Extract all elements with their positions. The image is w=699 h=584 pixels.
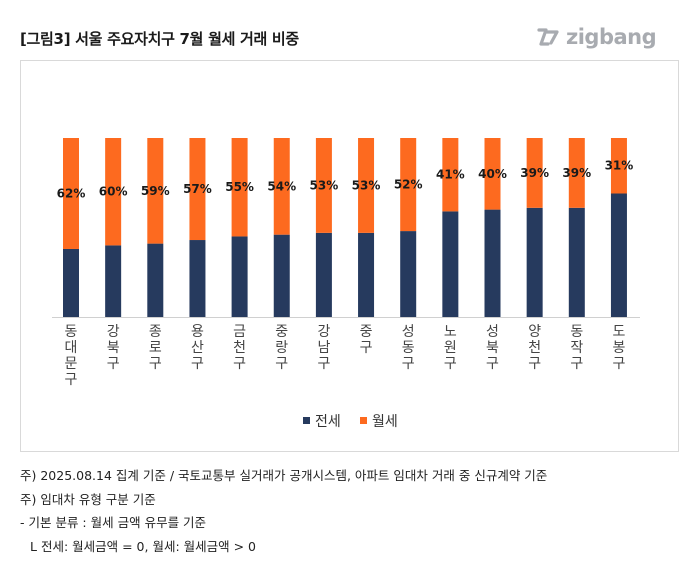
zigbang-logo: zigbang <box>533 25 657 49</box>
data-label: 60% <box>99 185 128 199</box>
bar-jeonse <box>442 211 459 317</box>
bar-jeonse <box>358 232 375 317</box>
data-label: 59% <box>141 184 170 198</box>
data-label: 62% <box>57 186 86 200</box>
bar-wolse <box>273 138 290 235</box>
zigbang-logo-icon <box>537 28 559 46</box>
data-label: 39% <box>562 166 591 180</box>
bar-jeonse <box>610 193 627 317</box>
footnote-line: 주) 임대차 유형 구분 기준 <box>20 491 156 507</box>
bar-wolse <box>63 138 79 249</box>
data-label: 39% <box>520 166 549 180</box>
data-label: 52% <box>394 178 423 192</box>
legend-swatch-jeonse <box>303 417 310 424</box>
bar-wolse <box>315 138 332 233</box>
logo-text: zigbang <box>566 25 657 49</box>
bar-wolse <box>189 138 206 241</box>
bar-wolse <box>442 138 459 212</box>
bar-jeonse <box>400 231 417 317</box>
footnote-line: - 기본 분류 : 월세 금액 유무를 기준 <box>20 515 207 530</box>
data-label: 55% <box>225 180 254 194</box>
bar-wolse <box>610 138 627 194</box>
footnote-line: L 전세: 월세금액 = 0, 월세: 월세금액 > 0 <box>30 538 257 554</box>
bar-wolse <box>568 138 585 208</box>
data-label: 31% <box>605 159 634 173</box>
bar-jeonse <box>273 234 290 317</box>
bar-jeonse <box>147 243 164 317</box>
bar-wolse <box>105 138 122 246</box>
data-label: 41% <box>436 168 465 182</box>
bar-wolse <box>358 138 375 233</box>
data-label: 53% <box>310 178 339 192</box>
data-label: 40% <box>478 167 507 181</box>
chart-frame <box>20 60 679 452</box>
bar-jeonse <box>526 207 543 317</box>
data-label: 53% <box>352 178 381 192</box>
bar-jeonse <box>189 240 206 317</box>
bar-jeonse <box>484 209 501 317</box>
legend-swatch-wolse <box>360 417 367 424</box>
bar-jeonse <box>105 245 122 317</box>
footnotes: 주) 2025.08.14 집계 기준 / 국토교통부 실거래가 공개시스템, … <box>20 464 547 558</box>
bar-jeonse <box>315 232 332 317</box>
footnote-line: 주) 2025.08.14 집계 기준 / 국토교통부 실거래가 공개시스템, … <box>20 468 548 483</box>
page-title: [그림3] 서울 주요자치구 7월 월세 거래 비중 <box>20 30 299 48</box>
legend-label-jeonse: 전세 <box>315 414 341 430</box>
bar-jeonse <box>63 248 79 317</box>
bar-wolse <box>231 138 248 237</box>
stacked-bar-chart: 62% 동 대 문 구 60% 강 북 구 59% 종 로 구 57% 용 산 구 55% 금 천 구 54% 중 랑 구 53%… <box>52 138 640 430</box>
data-label: 54% <box>267 179 296 193</box>
bar-wolse <box>400 138 417 232</box>
data-label: 57% <box>183 182 212 196</box>
bar-jeonse <box>568 207 585 317</box>
legend-label-wolse: 월세 <box>372 414 398 430</box>
bar-wolse <box>484 138 501 210</box>
bar-wolse <box>526 138 543 208</box>
bar-jeonse <box>231 236 248 317</box>
bar-wolse <box>147 138 164 244</box>
